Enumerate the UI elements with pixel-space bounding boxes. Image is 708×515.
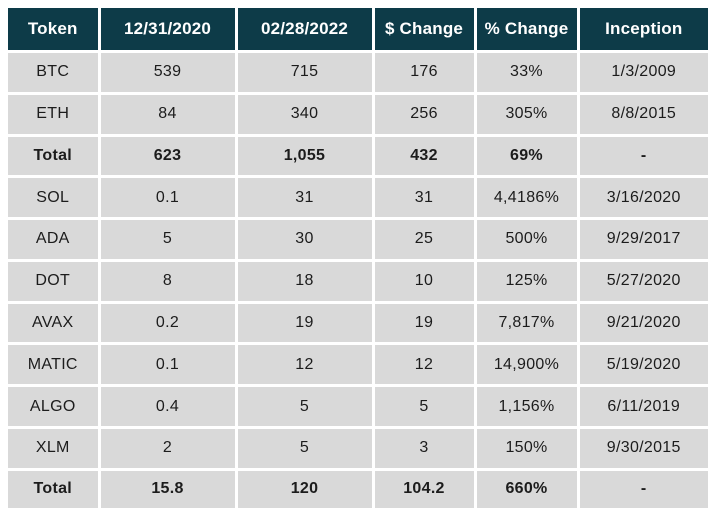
table-body: BTC 539 715 176 33% 1/3/2009 ETH 84 340 256 305% 8/…: [8, 50, 708, 508]
table-row: ETH 84 340 256 305% 8/8/2015: [8, 91, 708, 137]
value-cell: 5: [234, 384, 375, 429]
token-cell: ALGO: [8, 384, 101, 429]
total-row: Total 623 1,055 432 69% -: [8, 133, 708, 179]
value-cell: 1/3/2009: [576, 50, 708, 95]
column-header-change: $ Change: [371, 8, 477, 53]
value-cell: 31: [234, 175, 375, 221]
value-cell: 1,156%: [473, 384, 580, 429]
value-cell: 18: [234, 258, 375, 304]
value-cell: -: [576, 133, 708, 179]
value-cell: 9/30/2015: [576, 425, 708, 471]
total-row: Total 15.8 120 104.2 660% -: [8, 467, 708, 508]
value-cell: 125%: [473, 258, 580, 304]
value-cell: 15.8: [97, 467, 238, 508]
value-cell: 660%: [473, 467, 580, 508]
value-cell: 19: [234, 300, 375, 346]
token-cell: XLM: [8, 425, 101, 471]
token-cell: ETH: [8, 91, 101, 137]
value-cell: 256: [371, 91, 477, 137]
value-cell: 340: [234, 91, 375, 137]
value-cell: 14,900%: [473, 342, 580, 388]
token-cell: BTC: [8, 50, 101, 95]
table-row: ADA 5 30 25 500% 9/29/2017: [8, 217, 708, 262]
value-cell: 104.2: [371, 467, 477, 508]
value-cell: 9/29/2017: [576, 217, 708, 262]
token-cell: Total: [8, 133, 101, 179]
column-header-12-31-2020: 12/31/2020: [97, 8, 238, 53]
column-header-token: Token: [8, 8, 101, 53]
value-cell: 1,055: [234, 133, 375, 179]
value-cell: 84: [97, 91, 238, 137]
value-cell: 8: [97, 258, 238, 304]
table-row: MATIC 0.1 12 12 14,900% 5/19/2020: [8, 342, 708, 388]
value-cell: 7,817%: [473, 300, 580, 346]
value-cell: 8/8/2015: [576, 91, 708, 137]
value-cell: 176: [371, 50, 477, 95]
token-cell: DOT: [8, 258, 101, 304]
table-row: XLM 2 5 3 150% 9/30/2015: [8, 425, 708, 471]
value-cell: 5: [97, 217, 238, 262]
value-cell: 69%: [473, 133, 580, 179]
value-cell: 623: [97, 133, 238, 179]
value-cell: 0.2: [97, 300, 238, 346]
value-cell: 19: [371, 300, 477, 346]
table-row: ALGO 0.4 5 5 1,156% 6/11/2019: [8, 384, 708, 429]
value-cell: 12: [234, 342, 375, 388]
value-cell: 715: [234, 50, 375, 95]
value-cell: 33%: [473, 50, 580, 95]
value-cell: 5: [371, 384, 477, 429]
value-cell: 539: [97, 50, 238, 95]
value-cell: 12: [371, 342, 477, 388]
column-header-change: % Change: [473, 8, 580, 53]
value-cell: 10: [371, 258, 477, 304]
table-row: BTC 539 715 176 33% 1/3/2009: [8, 50, 708, 95]
value-cell: 0.1: [97, 342, 238, 388]
table-row: AVAX 0.2 19 19 7,817% 9/21/2020: [8, 300, 708, 346]
token-cell: AVAX: [8, 300, 101, 346]
value-cell: -: [576, 467, 708, 508]
value-cell: 0.4: [97, 384, 238, 429]
value-cell: 2: [97, 425, 238, 471]
column-header-inception: Inception: [576, 8, 708, 53]
value-cell: 500%: [473, 217, 580, 262]
token-cell: Total: [8, 467, 101, 508]
value-cell: 31: [371, 175, 477, 221]
value-cell: 432: [371, 133, 477, 179]
table-row: DOT 8 18 10 125% 5/27/2020: [8, 258, 708, 304]
value-cell: 5/19/2020: [576, 342, 708, 388]
value-cell: 0.1: [97, 175, 238, 221]
value-cell: 120: [234, 467, 375, 508]
token-cell: ADA: [8, 217, 101, 262]
value-cell: 9/21/2020: [576, 300, 708, 346]
value-cell: 30: [234, 217, 375, 262]
table-header: Token 12/31/2020 02/28/2022 $ Change% Chang…: [8, 8, 708, 53]
value-cell: 150%: [473, 425, 580, 471]
value-cell: 4,4186%: [473, 175, 580, 221]
value-cell: 3/16/2020: [576, 175, 708, 221]
token-cell: SOL: [8, 175, 101, 221]
crypto-returns-table-container: Token 12/31/2020 02/28/2022 $ Change% Chang…: [8, 8, 708, 508]
value-cell: 25: [371, 217, 477, 262]
token-cell: MATIC: [8, 342, 101, 388]
value-cell: 5/27/2020: [576, 258, 708, 304]
header-row: Token 12/31/2020 02/28/2022 $ Change% Chang…: [8, 8, 708, 53]
table-row: SOL 0.1 31 31 4,4186% 3/16/2020: [8, 175, 708, 221]
column-header-02-28-2022: 02/28/2022: [234, 8, 375, 53]
value-cell: 3: [371, 425, 477, 471]
crypto-returns-table: Token 12/31/2020 02/28/2022 $ Change% Chang…: [8, 8, 708, 508]
value-cell: 6/11/2019: [576, 384, 708, 429]
value-cell: 305%: [473, 91, 580, 137]
value-cell: 5: [234, 425, 375, 471]
